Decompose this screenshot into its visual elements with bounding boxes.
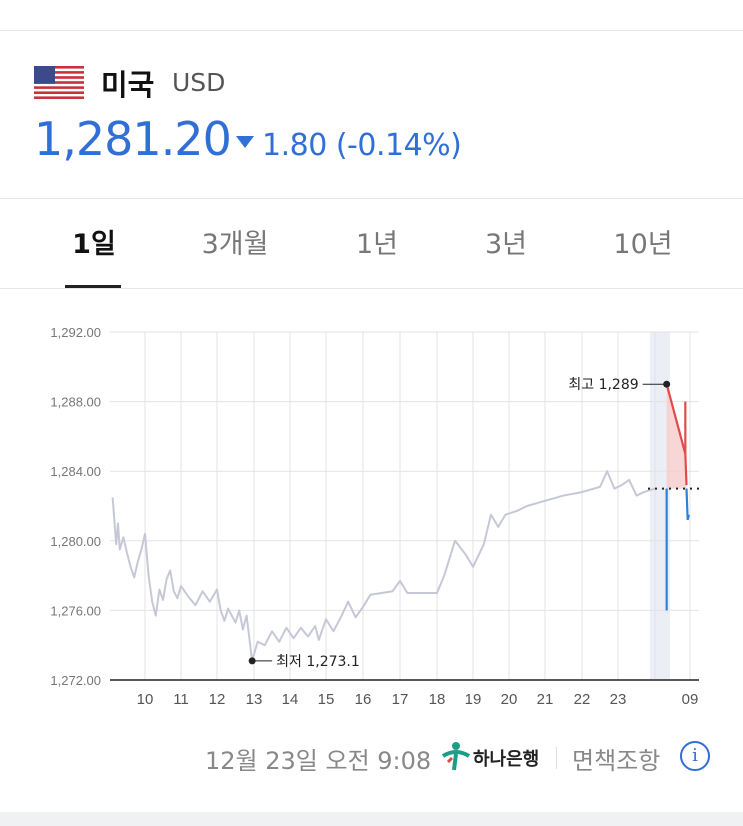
x-tick-label: 17 <box>392 691 409 708</box>
currency-code: USD <box>172 68 226 97</box>
high-point <box>663 380 671 388</box>
x-tick-label: 09 <box>682 691 699 708</box>
hana-bank-logo-icon <box>441 742 471 771</box>
high-area-fill <box>666 384 687 489</box>
y-tick-label: 1,280.00 <box>50 534 101 549</box>
x-tick-label: 11 <box>173 691 189 708</box>
tabs-divider <box>0 288 743 289</box>
tab-3-years[interactable]: 3년 <box>484 229 528 260</box>
x-tick-label: 23 <box>610 691 627 708</box>
tab-1-day[interactable]: 1일 <box>72 229 116 260</box>
period-tabs: 1일 3개월 1년 3년 10년 <box>0 222 743 292</box>
x-tick-label: 20 <box>501 691 518 708</box>
high-label: 최고 1,289 <box>568 377 638 393</box>
x-tick-label: 14 <box>282 691 299 708</box>
down-arrow-icon <box>236 136 254 148</box>
country-name: 미국 <box>101 68 155 102</box>
chart-footer: 12월 23일 오전 9:08 하나은행 면책조항 i <box>0 738 743 778</box>
moon-icon <box>650 690 658 706</box>
top-divider <box>0 30 743 31</box>
y-tick-label: 1,276.00 <box>50 603 101 618</box>
disclaimer-link[interactable]: 면책조항 <box>572 747 661 775</box>
exchange-rate: 1,281.20 <box>34 112 232 166</box>
x-tick-label: 12 <box>209 691 226 708</box>
us-flag-icon <box>34 66 84 99</box>
active-tab-indicator <box>65 285 121 288</box>
x-tick-label: 10 <box>137 691 154 708</box>
x-tick-label: 15 <box>318 691 335 708</box>
exchange-rate-chart: 1,292.00 1,288.00 1,284.00 1,280.00 1,276.00… <box>50 325 699 708</box>
header-divider <box>0 198 743 199</box>
bank-name: 하나은행 <box>473 749 540 770</box>
y-tick-label: 1,272.00 <box>50 673 101 688</box>
y-tick-label: 1,292.00 <box>50 325 101 340</box>
x-tick-label: 13 <box>246 691 263 708</box>
x-tick-label: 19 <box>465 691 482 708</box>
info-icon[interactable]: i <box>680 741 710 771</box>
tab-1-year[interactable]: 1년 <box>355 229 399 260</box>
bottom-band <box>0 812 743 826</box>
update-timestamp: 12월 23일 오전 9:08 <box>205 747 432 775</box>
low-label: 최저 1,273.1 <box>276 654 360 670</box>
y-tick-label: 1,284.00 <box>50 464 101 479</box>
series-line <box>111 470 656 662</box>
intraday-line <box>685 488 690 521</box>
y-tick-label: 1,288.00 <box>50 395 101 410</box>
tab-3-months[interactable]: 3개월 <box>201 229 269 260</box>
tab-10-years[interactable]: 10년 <box>613 229 673 260</box>
x-tick-label: 18 <box>429 691 446 708</box>
footer-divider <box>556 747 557 769</box>
x-tick-label: 16 <box>355 691 372 708</box>
rate-change: 1.80 (-0.14%) <box>262 128 462 163</box>
x-tick-label: 22 <box>574 691 591 708</box>
x-tick-label: 21 <box>537 691 554 708</box>
